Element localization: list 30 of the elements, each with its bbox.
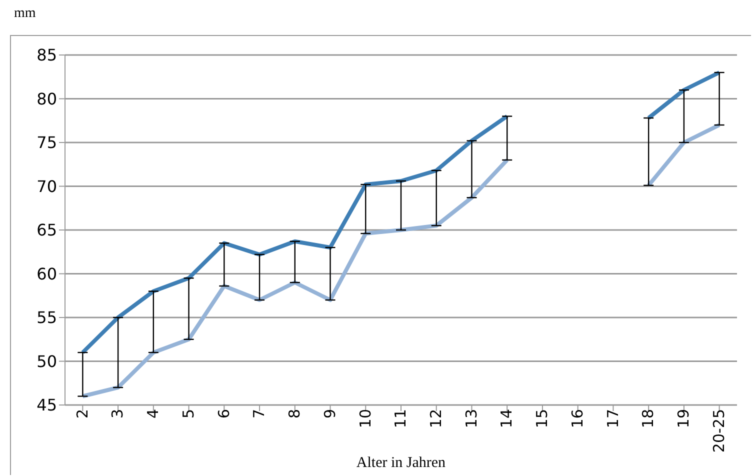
- x-tick-label: 14: [498, 409, 516, 428]
- y-tick-label: 80: [36, 89, 57, 108]
- x-tick-label: 18: [639, 409, 658, 428]
- x-tick-label: 5: [179, 409, 198, 419]
- x-tick-label: 4: [144, 409, 162, 419]
- y-tick-label: 70: [36, 176, 57, 196]
- x-tick-label: 8: [286, 409, 304, 419]
- x-tick-label: 19: [674, 409, 693, 428]
- x-tick-label: 20-25: [710, 409, 728, 453]
- y-tick-label: 85: [36, 46, 57, 65]
- y-tick-label: 75: [36, 133, 57, 152]
- y-tick-label: 60: [36, 264, 57, 284]
- x-tick-label: 6: [214, 409, 233, 419]
- x-tick-label: 17: [604, 409, 622, 428]
- x-tick-label: 10: [356, 409, 374, 428]
- x-tick-label: 15: [533, 409, 552, 428]
- y-tick-label: 65: [36, 220, 57, 240]
- x-tick-label: 3: [108, 409, 127, 419]
- x-tick-label: 2: [73, 409, 92, 419]
- x-axis-title: Alter in Jahren: [355, 455, 447, 472]
- y-tick-label: 45: [36, 396, 57, 415]
- x-tick-label: 13: [462, 409, 480, 428]
- y-axis-title: mm: [14, 6, 36, 22]
- x-tick-label: 16: [568, 409, 586, 428]
- y-tick-label: 50: [36, 352, 57, 371]
- x-tick-label: 7: [250, 409, 268, 419]
- y-tick-label: 55: [36, 308, 57, 328]
- x-tick-label: 12: [427, 409, 446, 428]
- x-tick-label: 9: [320, 409, 339, 419]
- x-tick-label: 11: [392, 409, 410, 428]
